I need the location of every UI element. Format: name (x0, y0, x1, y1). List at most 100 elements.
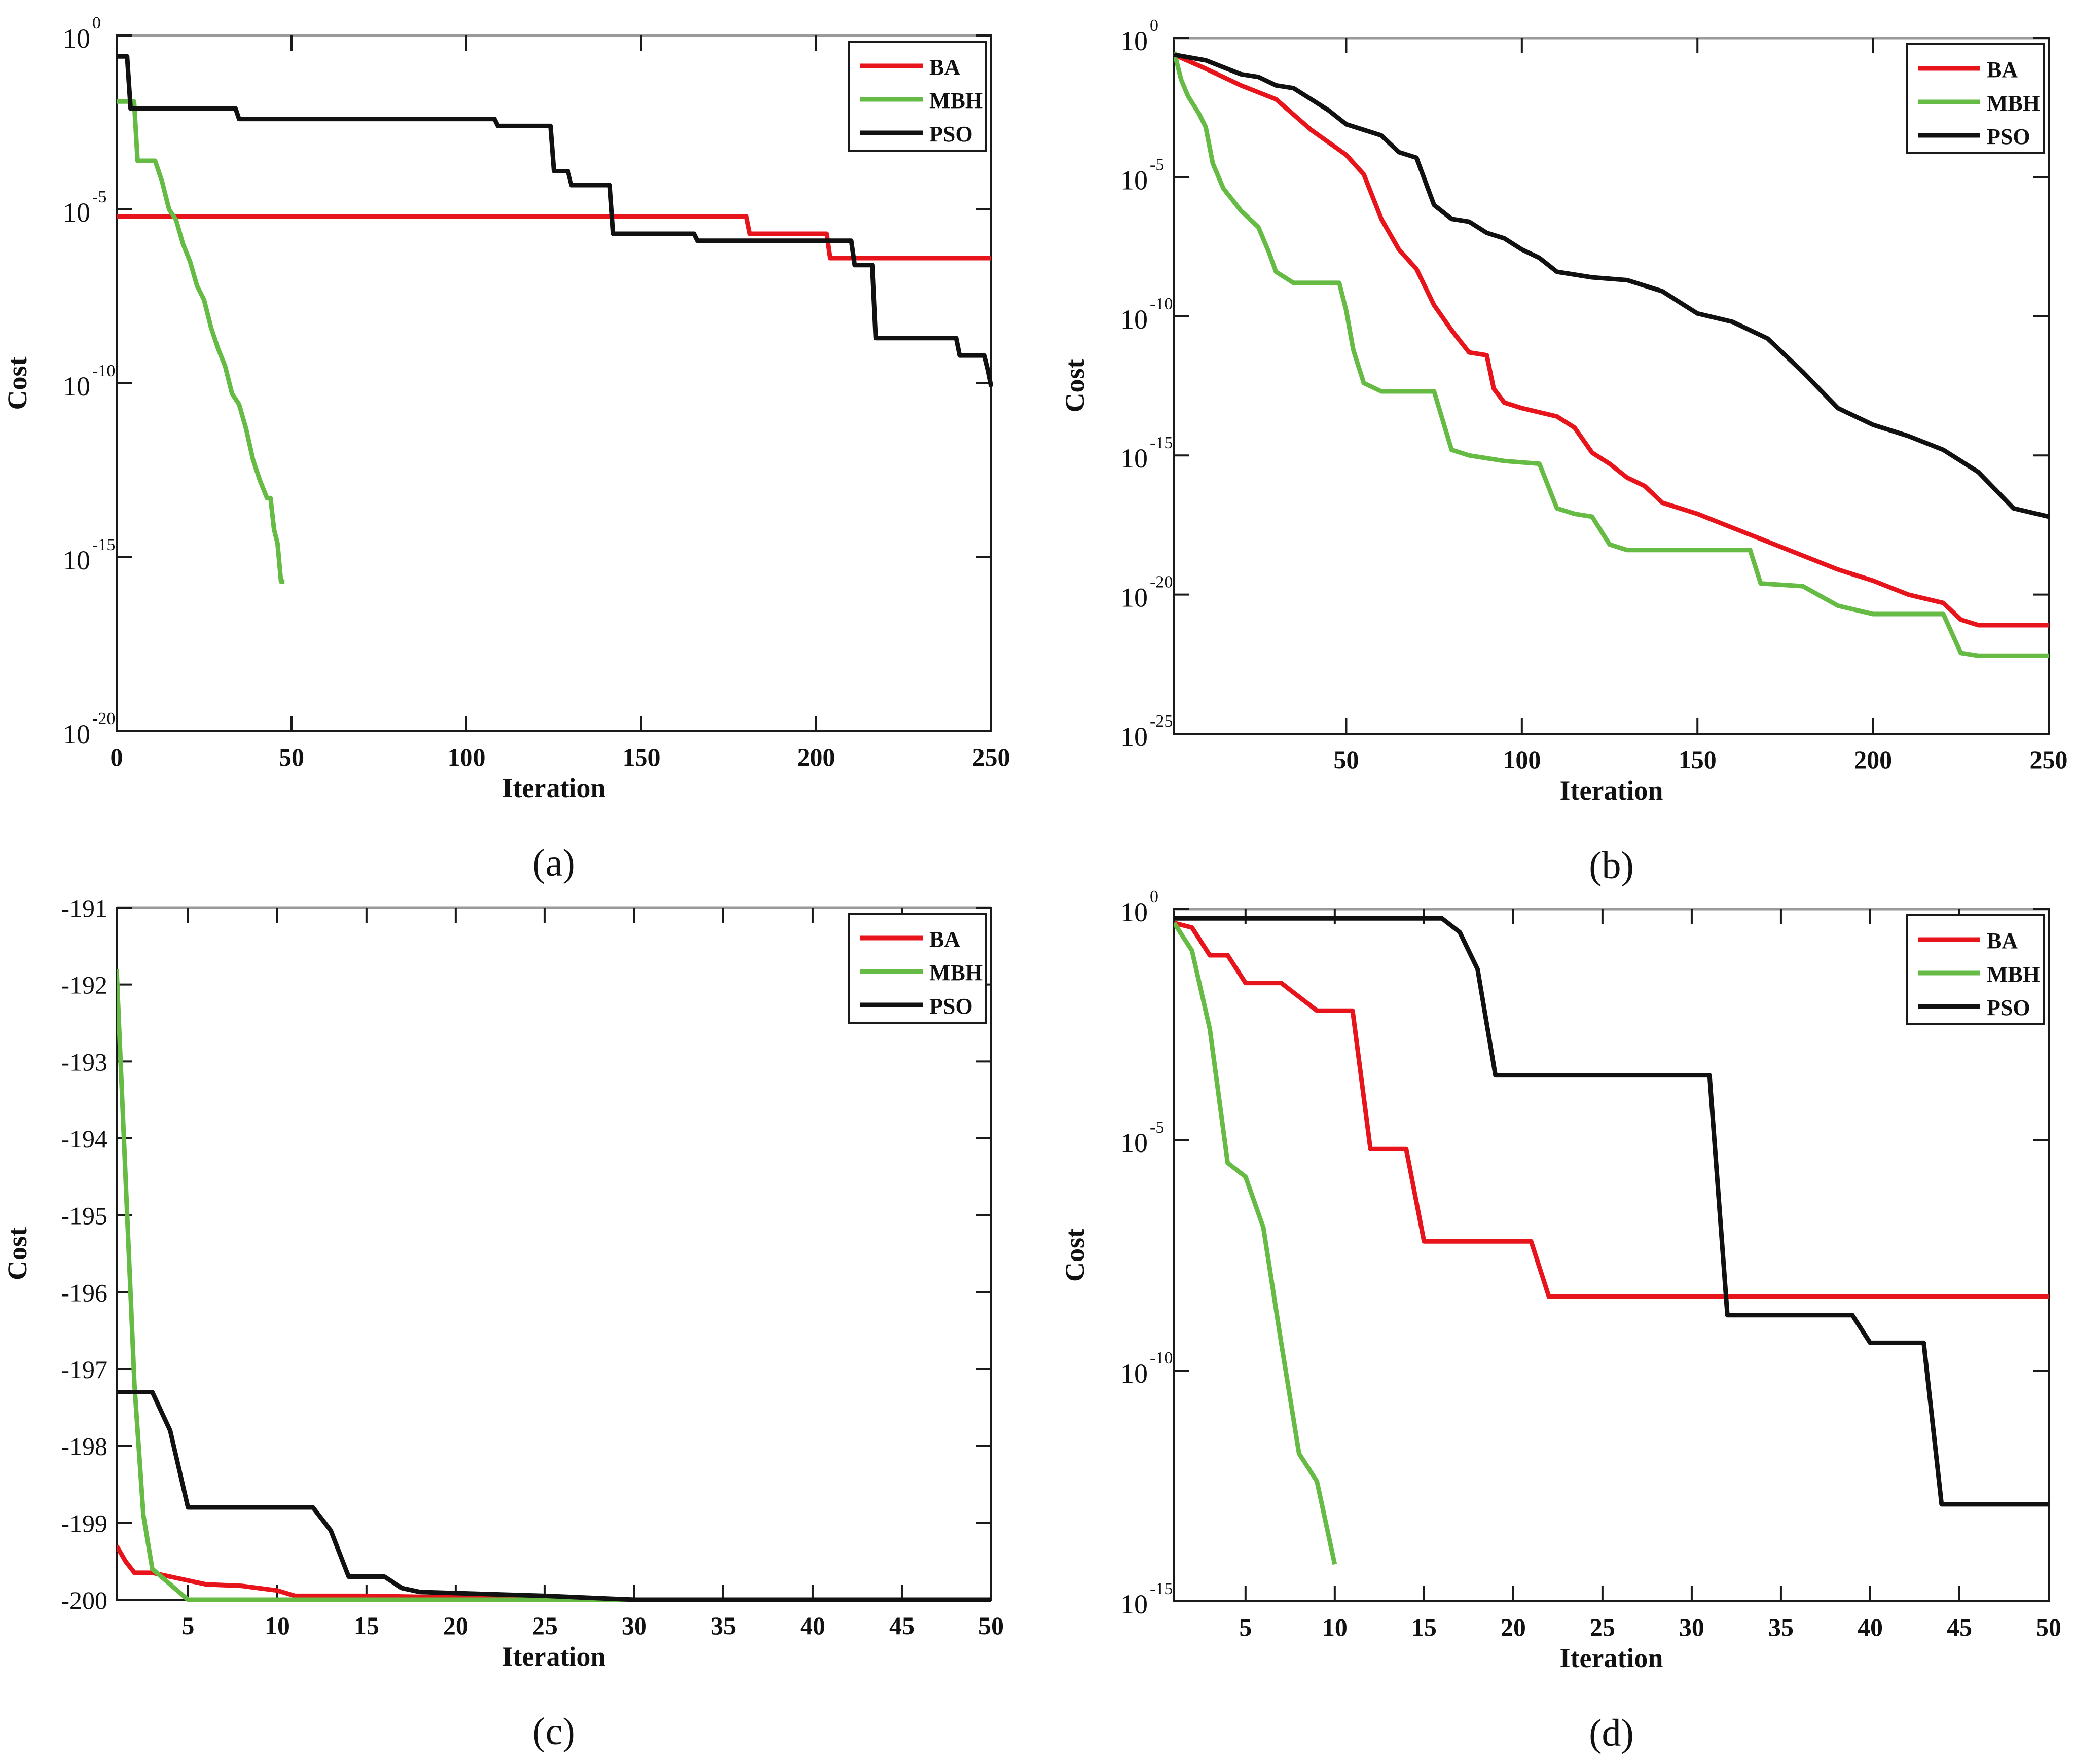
panel-label: (a) (532, 842, 575, 884)
series-line-ba (1174, 920, 2049, 1299)
x-tick-label: 25 (1590, 1613, 1615, 1641)
y-tick-base: 10 (1120, 26, 1148, 56)
legend-label-ba: BA (929, 927, 960, 952)
y-tick-exponent: -15 (92, 535, 115, 554)
y-tick-exponent: -15 (1150, 434, 1173, 452)
chart-panel-4: 5 10 15 20 25 30 35 40 45 5010010-510-1010-15Iter… (1060, 887, 2061, 1754)
x-tick-label: 40 (800, 1611, 825, 1640)
y-tick-label: -195 (61, 1202, 107, 1230)
legend-label-pso: PSO (929, 994, 973, 1019)
x-tick-label: 10 (1322, 1613, 1348, 1641)
x-tick-label: 20 (443, 1611, 468, 1640)
legend-label-mbh: MBH (1987, 962, 2040, 987)
y-tick-label: 10 (1120, 1358, 1148, 1389)
y-tick-label: -191 (61, 894, 107, 922)
x-tick-label: 100 (1503, 745, 1541, 774)
y-tick-exponent: -5 (92, 188, 106, 206)
legend: BA MBH PSO (1906, 914, 2045, 1025)
x-axis-label: Iteration (502, 773, 606, 803)
y-tick-label: 10 (1120, 165, 1148, 195)
y-tick-label: 10 (1120, 722, 1148, 752)
y-tick-exponent: -10 (1150, 295, 1173, 313)
y-tick-label: 10 (1120, 1589, 1148, 1619)
y-tick-label: 10 (63, 23, 90, 54)
panel-label: (d) (1589, 1712, 1634, 1754)
y-tick-exponent: -25 (1150, 712, 1173, 731)
x-tick-label: 200 (797, 743, 835, 771)
y-tick-exponent: -5 (1150, 1118, 1164, 1137)
series-line-mbh (117, 969, 991, 1602)
y-tick-base: 10 (63, 719, 90, 749)
x-tick-label: 45 (1947, 1613, 1972, 1641)
y-tick-exponent: 0 (92, 14, 101, 32)
x-tick-label: 50 (279, 743, 304, 771)
y-tick-base: 10 (1120, 304, 1148, 335)
legend-label-pso: PSO (1987, 995, 2030, 1020)
y-tick-label: -198 (61, 1432, 107, 1461)
y-tick-exponent: -20 (92, 709, 115, 728)
chart-panel-2: 50 100 150 200 25010010-510-1010-1510-2010-2… (1060, 16, 2068, 887)
y-tick-label: 10 (1120, 304, 1148, 335)
series-line-pso (1174, 916, 2049, 1507)
y-tick-base: 10 (1120, 165, 1148, 195)
y-tick-label: -193 (61, 1048, 107, 1076)
series-line-ba (117, 1544, 991, 1602)
x-tick-label: 30 (622, 1611, 647, 1640)
legend: BA MBH PSO (848, 41, 987, 152)
x-tick-label: 25 (532, 1611, 558, 1640)
x-tick-label: 35 (711, 1611, 736, 1640)
legend: BA MBH PSO (1906, 43, 2045, 154)
x-tick-label: 35 (1768, 1613, 1794, 1641)
series-line-pso (117, 54, 993, 387)
y-tick-label: -196 (61, 1278, 107, 1307)
x-tick-label: 10 (265, 1611, 290, 1640)
x-tick-label: 45 (889, 1611, 915, 1640)
series-line-ba (1174, 52, 2049, 628)
chart-panel-3: 5 10 15 20 25 30 35 40 45 50 -191 -192 -193 -194 -195 -… (2, 894, 1004, 1753)
y-tick-base: 10 (1120, 1128, 1148, 1158)
x-tick-label: 200 (1854, 745, 1892, 774)
x-tick-label: 5 (181, 1611, 194, 1640)
y-tick-label: 10 (1120, 1128, 1148, 1158)
y-tick-base: 10 (63, 371, 90, 402)
y-tick-label: -197 (61, 1355, 107, 1384)
x-axis-label: Iteration (1560, 775, 1663, 806)
y-tick-base: 10 (1120, 443, 1148, 474)
x-tick-label: 15 (354, 1611, 379, 1640)
x-tick-label: 50 (978, 1611, 1004, 1640)
y-tick-label: -200 (61, 1586, 107, 1614)
y-tick-exponent: 0 (1150, 887, 1158, 906)
y-axis-label: Cost (1060, 359, 1090, 412)
series-line-ba (117, 214, 991, 261)
x-tick-label: 250 (972, 743, 1010, 771)
y-tick-label: -192 (61, 971, 107, 999)
y-tick-label: 10 (1120, 26, 1148, 56)
x-tick-label: 50 (2036, 1613, 2061, 1641)
y-tick-label: 10 (63, 719, 90, 749)
panel-label: (b) (1589, 844, 1634, 887)
y-tick-label: -194 (61, 1125, 107, 1153)
panel-label: (c) (532, 1710, 575, 1753)
y-tick-label: 10 (63, 545, 90, 575)
legend-label-mbh: MBH (1987, 91, 2040, 116)
y-tick-exponent: -10 (1150, 1349, 1173, 1367)
x-tick-label: 15 (1411, 1613, 1437, 1641)
x-tick-label: 40 (1858, 1613, 1883, 1641)
y-tick-exponent: -10 (92, 362, 115, 380)
y-tick-label: 10 (1120, 443, 1148, 474)
y-tick-base: 10 (1120, 722, 1148, 752)
x-tick-label: 0 (111, 743, 123, 771)
legend: BA MBH PSO (848, 913, 987, 1024)
y-tick-label: 10 (1120, 897, 1148, 927)
series-line-mbh (117, 99, 285, 584)
legend-label-mbh: MBH (929, 88, 983, 113)
y-axis-label: Cost (2, 1227, 32, 1280)
legend-label-pso: PSO (1987, 124, 2030, 149)
chart-panel-1: 0 50 100 150 200 25010010-510-1010-1510-20Ite… (2, 14, 1010, 884)
y-tick-label: 10 (63, 371, 90, 402)
y-tick-base: 10 (1120, 1589, 1148, 1619)
y-tick-base: 10 (63, 23, 90, 54)
x-tick-label: 30 (1679, 1613, 1704, 1641)
